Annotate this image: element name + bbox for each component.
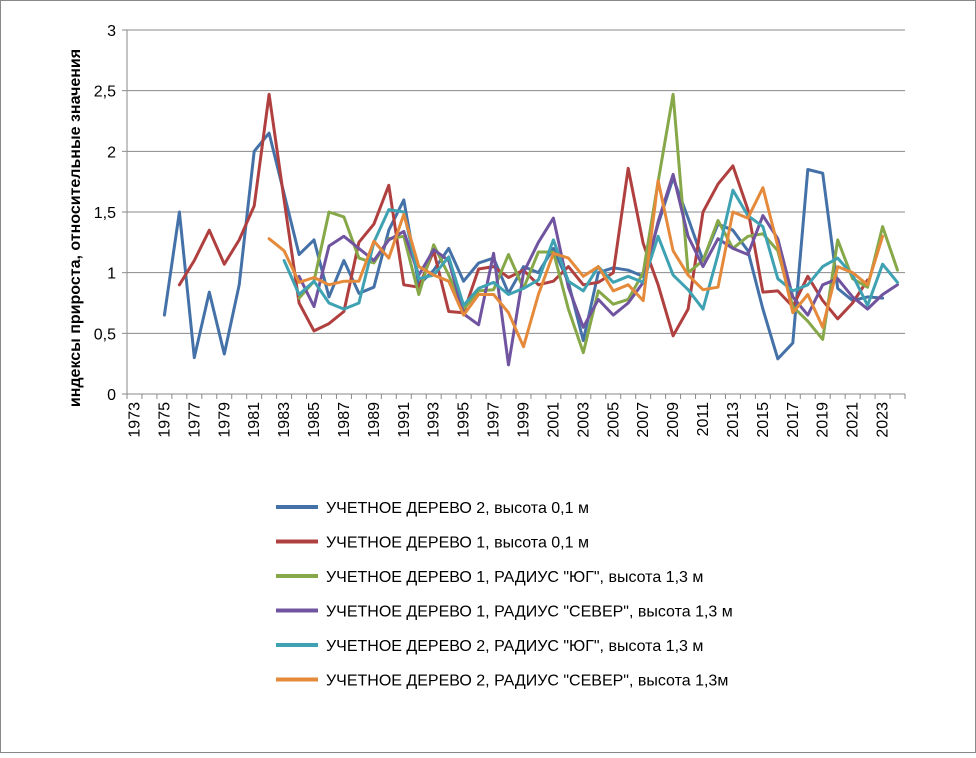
y-tick-label: 2 xyxy=(107,144,116,161)
x-tick-label: 1989 xyxy=(366,402,383,438)
legend-label-1: УЧЕТНОЕ ДЕРЕВО 2, высота 0,1 м xyxy=(326,500,589,517)
x-tick-label: 2017 xyxy=(785,402,802,438)
legend: УЧЕТНОЕ ДЕРЕВО 2, высота 0,1 м УЧЕТНОЕ ДЕ… xyxy=(276,500,733,690)
x-tick-label: 1975 xyxy=(156,402,173,438)
x-tick-label: 1991 xyxy=(396,402,413,438)
y-tick-label: 0 xyxy=(107,387,116,404)
legend-label-4: УЧЕТНОЕ ДЕРЕВО 1, РАДИУС "СЕВЕР", высота… xyxy=(326,604,733,621)
legend-label-2: УЧЕТНОЕ ДЕРЕВО 1, высота 0,1 м xyxy=(326,535,589,552)
series-lines xyxy=(162,92,899,367)
y-tick-labels: 0 0,5 1 1,5 2 2,5 3 xyxy=(94,23,116,404)
x-tick-label: 2023 xyxy=(875,402,892,438)
x-tick-label: 2003 xyxy=(575,402,592,438)
x-tick-label: 1983 xyxy=(276,402,293,438)
series-line-3 xyxy=(297,92,899,355)
x-tick-label: 1977 xyxy=(186,402,203,438)
x-tick-label: 1981 xyxy=(246,402,263,438)
x-tick-label: 1995 xyxy=(456,402,473,438)
x-tick-label: 1993 xyxy=(426,402,443,438)
legend-label-6: УЧЕТНОЕ ДЕРЕВО 2, РАДИУС "СЕВЕР", высота… xyxy=(326,673,728,690)
series-line-6 xyxy=(267,179,885,349)
x-tick-label: 1999 xyxy=(515,402,532,438)
x-tick-label: 2019 xyxy=(815,402,832,438)
x-tick-label: 2015 xyxy=(755,402,772,438)
y-tick-label: 3 xyxy=(107,23,116,40)
legend-label-3: УЧЕТНОЕ ДЕРЕВО 1, РАДИУС "ЮГ", высота 1,… xyxy=(326,569,703,586)
y-tick-label: 1 xyxy=(107,266,116,283)
x-tick-label: 1973 xyxy=(126,402,143,438)
x-tick-label: 2013 xyxy=(725,402,742,438)
x-tick-labels: 1973 1975 1977 1979 1981 1983 1985 1987 1989 1991… xyxy=(126,402,891,438)
y-axis-label: индексы прироста, относительные значения xyxy=(67,49,84,407)
axes xyxy=(122,29,906,399)
legend-label-5: УЧЕТНОЕ ДЕРЕВО 2, РАДИУС "ЮГ", высота 1,… xyxy=(326,638,703,655)
series-line-4 xyxy=(297,172,899,367)
x-tick-label: 1997 xyxy=(486,402,503,438)
x-tick-label: 2005 xyxy=(605,402,622,438)
x-tick-label: 2009 xyxy=(665,402,682,438)
y-tick-label: 1,5 xyxy=(94,205,116,222)
x-tick-label: 2011 xyxy=(695,402,712,437)
y-tick-label: 2,5 xyxy=(94,84,116,101)
x-tick-label: 1987 xyxy=(336,402,353,438)
x-tick-label: 1979 xyxy=(216,402,233,438)
y-tick-label: 0,5 xyxy=(94,326,116,343)
series-line-5 xyxy=(282,188,899,311)
x-tick-label: 2001 xyxy=(545,402,562,438)
x-tick-label: 2021 xyxy=(845,402,862,438)
x-tick-label: 1985 xyxy=(306,402,323,438)
x-tick-label: 2007 xyxy=(635,402,652,438)
